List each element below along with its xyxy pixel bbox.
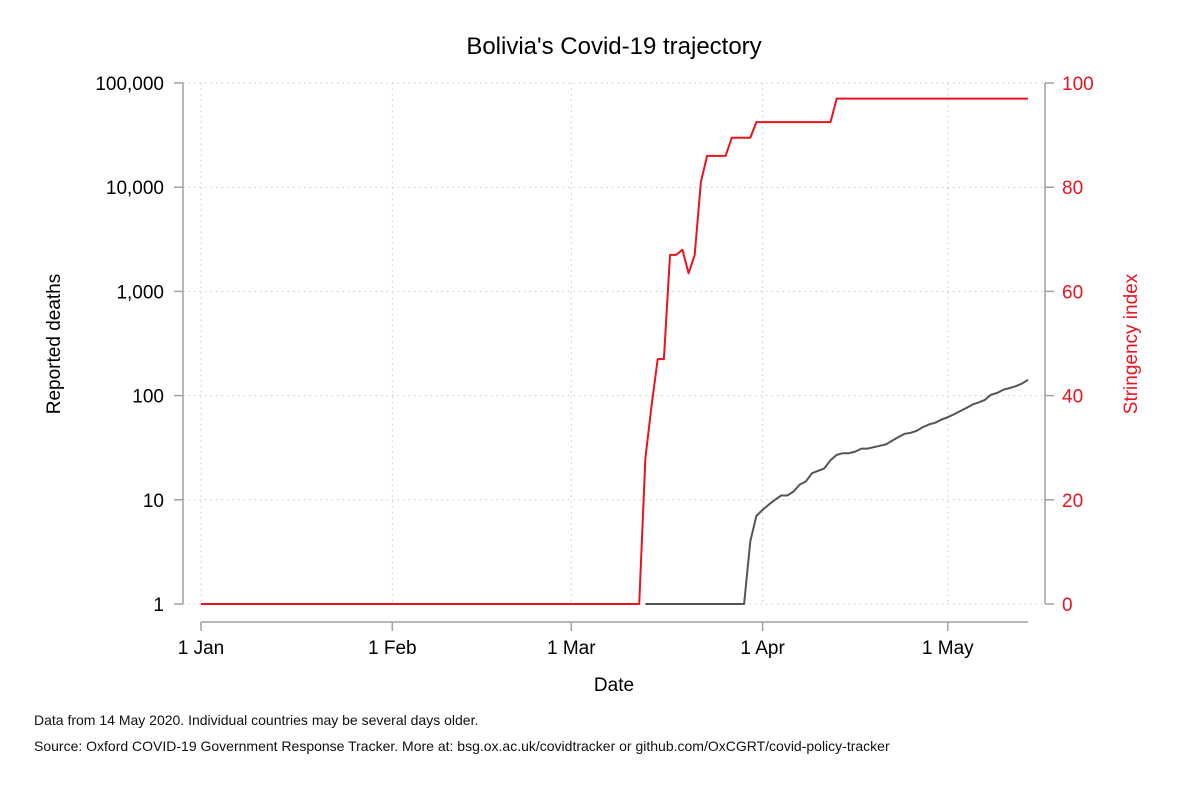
deaths-line xyxy=(645,378,1029,605)
y-left-tick-label: 100,000 xyxy=(95,74,164,95)
covid-trajectory-chart: Bolivia's Covid-19 trajectory 1 10 100 1,00… xyxy=(44,33,1142,696)
y-right-tick-label: 20 xyxy=(1062,491,1083,512)
y-right-tick-label: 0 xyxy=(1062,595,1073,616)
y-axis-right-label: Stringency index xyxy=(1121,273,1142,414)
stringency-line xyxy=(201,97,1028,605)
x-tick-label: 1 May xyxy=(922,638,974,659)
x-axis-label: Date xyxy=(594,675,634,696)
x-tick-label: 1 Jan xyxy=(178,638,224,659)
data-date-note: Data from 14 May 2020. Individual countr… xyxy=(34,712,479,728)
y-left-tick-label: 10 xyxy=(143,491,164,512)
chart-title: Bolivia's Covid-19 trajectory xyxy=(466,33,761,60)
y-right-tick-label: 60 xyxy=(1062,282,1083,303)
x-tick-label: 1 Mar xyxy=(547,638,596,659)
y-right-tick-label: 100 xyxy=(1062,74,1094,95)
source-note: Source: Oxford COVID-19 Government Respo… xyxy=(34,738,890,754)
y-right-tick-label: 80 xyxy=(1062,178,1083,199)
y-left-tick-label: 1,000 xyxy=(116,282,164,303)
x-tick-label: 1 Feb xyxy=(368,638,417,659)
x-tick-label: 1 Apr xyxy=(740,638,785,659)
y-left-tick-label: 1 xyxy=(153,595,164,616)
y-left-tick-label: 10,000 xyxy=(106,178,164,199)
y-left-tick-label: 100 xyxy=(132,387,164,408)
y-right-tick-label: 40 xyxy=(1062,387,1083,408)
y-axis-left-label: Reported deaths xyxy=(44,274,65,415)
